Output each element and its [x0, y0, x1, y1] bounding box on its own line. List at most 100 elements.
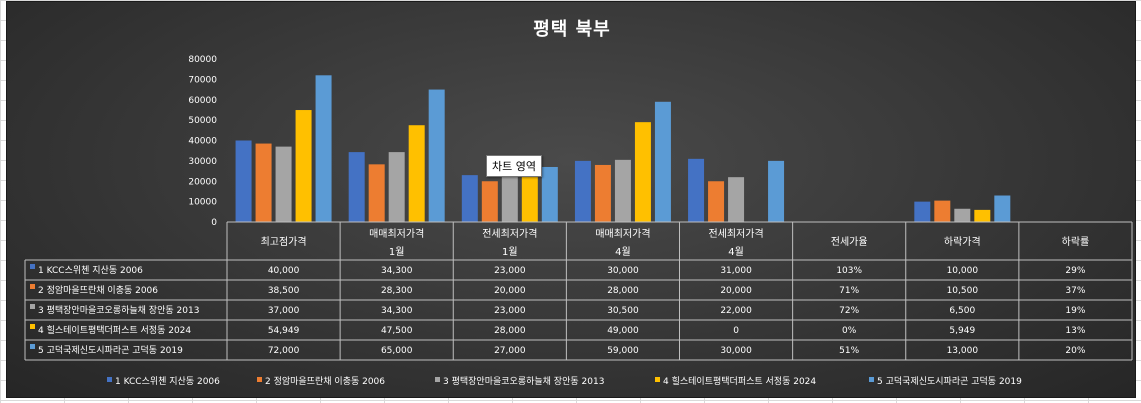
data-label: 65,000 [381, 346, 413, 356]
data-label: 71% [839, 286, 859, 296]
data-label: 6,500 [949, 306, 975, 316]
row-label: 2 정암마을뜨란채 이충동 2006 [38, 284, 158, 296]
data-label: 34,300 [381, 266, 413, 276]
data-label: 13,000 [947, 346, 979, 356]
bar [461, 175, 478, 222]
data-label: 19% [1065, 306, 1085, 316]
data-label: 30,000 [720, 346, 752, 356]
bar [614, 159, 631, 222]
legend-key [257, 377, 262, 382]
bar [654, 101, 671, 222]
y-tick-label: 60000 [188, 96, 217, 106]
bar [728, 177, 745, 222]
y-tick-label: 0 [211, 218, 217, 228]
data-label: 47,500 [381, 326, 413, 336]
bar [974, 209, 991, 222]
bar [501, 175, 518, 222]
bar [994, 195, 1011, 222]
y-tick-label: 20000 [188, 177, 217, 187]
data-label: 30,500 [607, 306, 639, 316]
data-label: 49,000 [607, 326, 639, 336]
bar [688, 158, 705, 222]
legend-key [435, 377, 440, 382]
bar [934, 200, 951, 222]
category-label: 1월 [502, 246, 518, 258]
data-label: 28,000 [494, 326, 526, 336]
y-tick-label: 70000 [188, 75, 217, 85]
bar-chart: 평택 북부 0 10000 20000 30000 40000 50000 60000 7000… [24, 19, 1133, 387]
bar [708, 181, 725, 222]
y-tick-label: 30000 [188, 157, 217, 167]
bar [315, 75, 332, 222]
category-label: 최고점가격 [261, 235, 307, 248]
data-label: 23,000 [494, 306, 526, 316]
category-label: 매매최저가격 [369, 227, 424, 240]
bar [574, 160, 591, 222]
bar [295, 110, 312, 222]
bar [275, 146, 292, 222]
data-label: 72% [839, 306, 859, 316]
data-label: 28,300 [381, 286, 413, 296]
data-label: 37,000 [268, 306, 300, 316]
legend-label: 3 평택장안마을코오롱하늘채 장안동 2013 [443, 376, 604, 387]
data-label: 27,000 [494, 346, 526, 356]
legend-label: 2 정암마을뜨란채 이충동 2006 [265, 375, 385, 387]
category-label: 전세최저가격 [708, 227, 763, 240]
bar [768, 160, 785, 222]
bar [634, 122, 651, 222]
data-label: 29% [1065, 266, 1085, 276]
category-label: 4월 [615, 246, 631, 258]
y-tick-label: 80000 [188, 55, 217, 65]
row-legend-key [30, 264, 35, 269]
category-label: 하락률 [1062, 235, 1090, 248]
chart-area-tooltip: 차트 영역 [486, 155, 542, 177]
row-label: 3 평택장안마을코오롱하늘채 장안동 2013 [38, 305, 199, 316]
bar [914, 201, 931, 222]
y-tick-label: 40000 [188, 137, 217, 147]
data-label: 59,000 [607, 346, 639, 356]
bar [428, 89, 445, 222]
category-label: 매매최저가격 [595, 227, 650, 240]
row-legend-key [30, 304, 35, 309]
y-tick-label: 50000 [188, 116, 217, 126]
data-label: 31,000 [720, 266, 752, 276]
data-label: 5,949 [949, 326, 975, 336]
chart-area[interactable]: 평택 북부 0 10000 20000 30000 40000 50000 60000 7000… [6, 1, 1136, 398]
data-label: 54,949 [268, 326, 300, 336]
bar [541, 166, 558, 222]
category-label: 1월 [389, 246, 405, 258]
data-label: 13% [1065, 326, 1085, 336]
y-tick-label: 10000 [188, 198, 217, 208]
legend-label: 5 고덕국제신도시파라곤 고덕동 2019 [877, 376, 1022, 387]
data-label: 51% [839, 346, 859, 356]
category-label: 전세최저가격 [482, 227, 537, 240]
row-label: 5 고덕국제신도시파라곤 고덕동 2019 [38, 345, 183, 356]
bar [408, 125, 425, 222]
row-legend-key [30, 324, 35, 329]
data-label: 10,500 [947, 286, 979, 296]
bar [388, 152, 405, 222]
bar [481, 181, 498, 222]
data-label: 72,000 [268, 346, 300, 356]
bar [348, 152, 365, 222]
row-label: 4 힐스테이트평택더퍼스트 서정동 2024 [38, 324, 191, 336]
legend-key [655, 377, 660, 382]
data-label: 20% [1065, 346, 1085, 356]
data-label: 0 [733, 326, 739, 336]
chart-title: 평택 북부 [533, 19, 611, 40]
data-label: 23,000 [494, 266, 526, 276]
data-label: 103% [836, 266, 862, 276]
bar [368, 164, 385, 222]
data-label: 10,000 [947, 266, 979, 276]
row-label: 1 KCC스위첸 지산동 2006 [38, 265, 143, 276]
category-label: 전세가율 [831, 236, 868, 248]
legend-key [869, 377, 874, 382]
row-legend-key [30, 284, 35, 289]
bar [594, 164, 611, 222]
legend-label: 1 KCC스위첸 지산동 2006 [115, 376, 220, 387]
data-label: 20,000 [494, 286, 526, 296]
bar [521, 164, 538, 222]
data-label: 40,000 [268, 266, 300, 276]
data-label: 37% [1065, 286, 1085, 296]
data-label: 28,000 [607, 286, 639, 296]
